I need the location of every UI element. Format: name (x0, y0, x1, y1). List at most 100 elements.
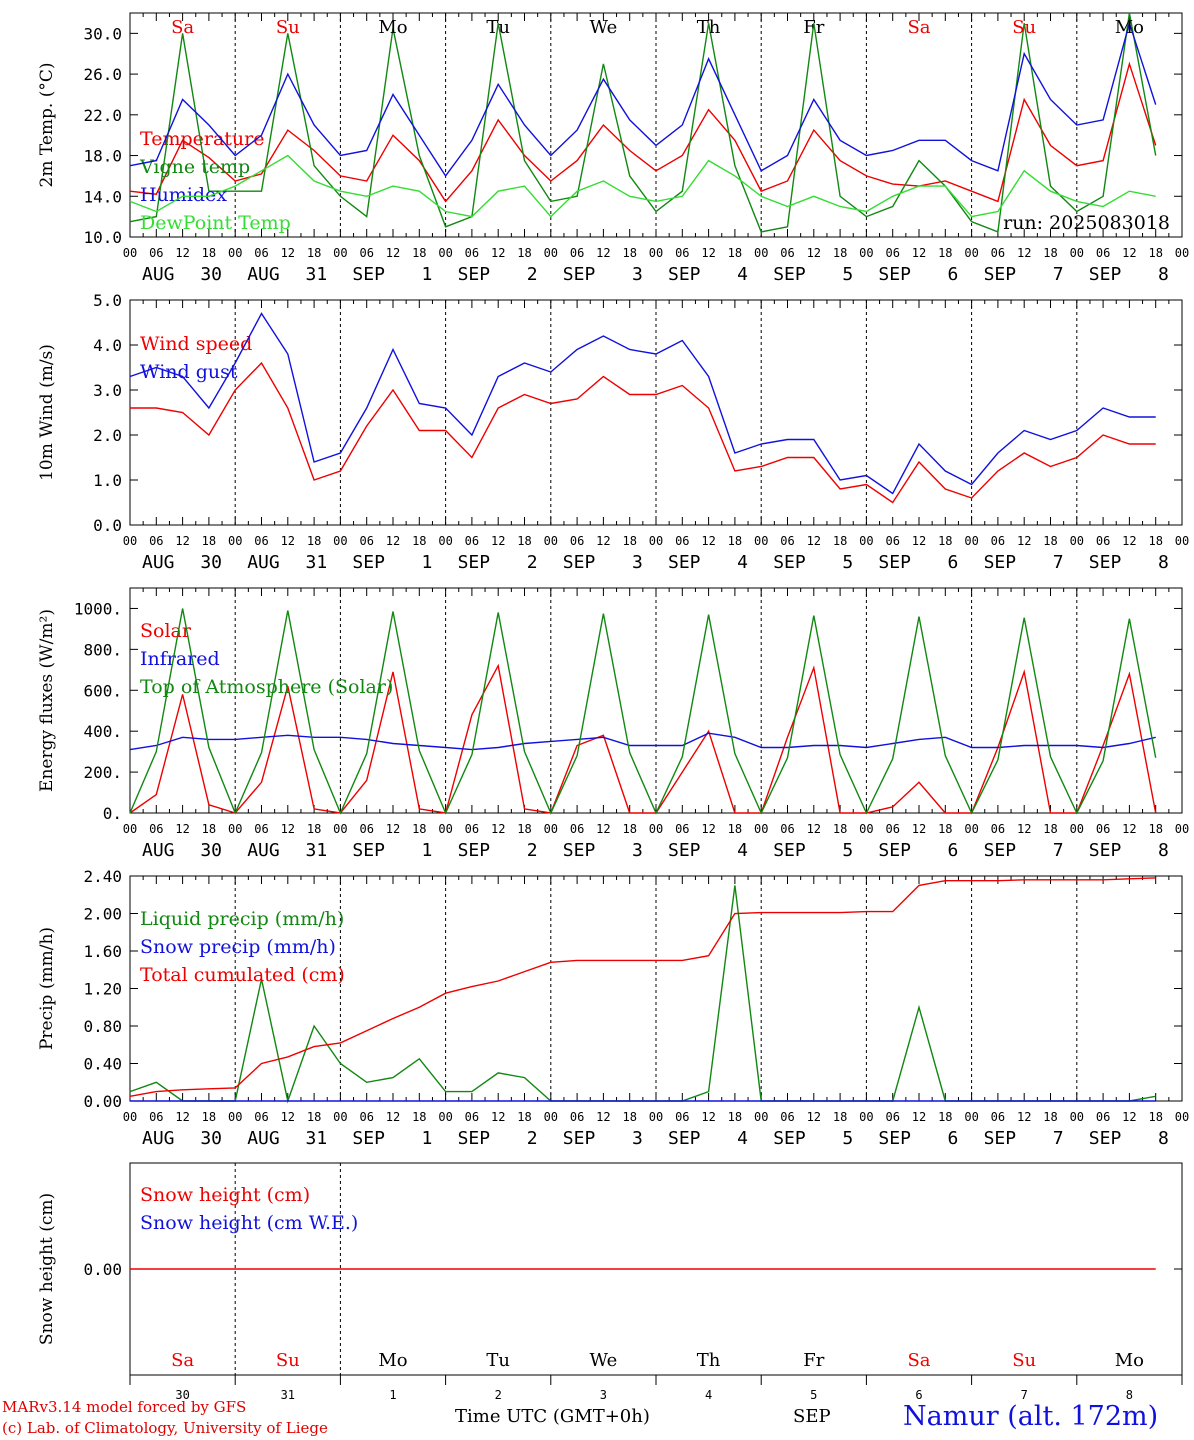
date-month-label: SEP (1089, 1128, 1122, 1149)
x-tick-label: 12 (491, 1110, 505, 1124)
x-tick-label: 00 (754, 534, 768, 548)
x-tick-label: 00 (1175, 246, 1189, 260)
x-tick-label: 18 (307, 1110, 321, 1124)
x-tick-label: 06 (149, 822, 163, 836)
y-tick-label: 22.0 (83, 106, 122, 125)
x-tick-label: 00 (964, 822, 978, 836)
date-month-label: SEP (668, 552, 701, 573)
x-tick-label: 18 (517, 534, 531, 548)
x-tick-label: 12 (491, 822, 505, 836)
x-tick-label: 12 (912, 1110, 926, 1124)
date-month-label: AUG (142, 264, 175, 285)
y-axis-title: 10m Wind (m/s) (37, 344, 57, 481)
x-tick-label: 00 (123, 246, 137, 260)
date-month-label: AUG (142, 1128, 175, 1149)
weekday-label: Su (1012, 1350, 1036, 1371)
date-month-label: SEP (668, 840, 701, 861)
date-month-label: SEP (668, 264, 701, 285)
y-tick-label: 2.40 (83, 867, 122, 886)
date-day-label: 7 (1053, 1128, 1064, 1149)
series-line (129, 732, 1156, 751)
series-line (129, 312, 1156, 495)
x-tick-label: 00 (438, 1110, 452, 1124)
x-tick-label: 00 (1070, 246, 1084, 260)
x-tick-label: 18 (412, 822, 426, 836)
x-tick-label: 06 (149, 1110, 163, 1124)
legend-entry: Total cumulated (cm) (140, 964, 345, 986)
x-tick-label: 06 (991, 1110, 1005, 1124)
x-tick-label: 06 (780, 246, 794, 260)
x-tick-label: 00 (438, 246, 452, 260)
x-tick-label: 18 (412, 534, 426, 548)
x-tick-label: 18 (728, 822, 742, 836)
x-tick-label: 18 (728, 1110, 742, 1124)
date-day-label: 3 (632, 840, 643, 861)
x-tick-label: 06 (991, 534, 1005, 548)
x-tick-label: 12 (281, 1110, 295, 1124)
date-day-label: 6 (948, 1128, 959, 1149)
x-tick-label: 00 (228, 822, 242, 836)
date-day-label: 7 (1053, 552, 1064, 573)
x-tick-label: 18 (307, 822, 321, 836)
series-line (129, 154, 1156, 218)
date-month-label: SEP (1089, 264, 1122, 285)
x-tick-label: 18 (412, 246, 426, 260)
x-tick-label: 12 (386, 246, 400, 260)
x-tick-label: 12 (386, 534, 400, 548)
x-tick-label: 12 (912, 534, 926, 548)
x-tick-label: 06 (465, 1110, 479, 1124)
date-month-label: SEP (352, 1128, 385, 1149)
x-tick-label: 00 (964, 534, 978, 548)
day-number-label: 4 (705, 1388, 712, 1402)
x-tick-label: 00 (438, 534, 452, 548)
x-tick-label: 00 (438, 822, 452, 836)
x-tick-label: 12 (281, 534, 295, 548)
date-day-label: 2 (527, 264, 538, 285)
date-month-label: SEP (984, 552, 1017, 573)
x-tick-label: 18 (517, 1110, 531, 1124)
x-tick-label: 00 (123, 822, 137, 836)
date-month-label: AUG (142, 840, 175, 861)
x-tick-label: 00 (754, 1110, 768, 1124)
date-day-label: 4 (737, 1128, 748, 1149)
date-day-label: 1 (422, 840, 433, 861)
weekday-label: Mo (378, 1350, 407, 1371)
x-tick-label: 18 (517, 822, 531, 836)
x-tick-label: 12 (912, 246, 926, 260)
x-tick-label: 00 (1070, 822, 1084, 836)
series-line (129, 663, 1157, 814)
day-number-label: 8 (1126, 1388, 1133, 1402)
y-tick-label: 1000. (74, 599, 122, 618)
x-tick-label: 06 (359, 246, 373, 260)
x-tick-label: 00 (649, 246, 663, 260)
x-tick-label: 06 (675, 534, 689, 548)
x-tick-label: 06 (885, 822, 899, 836)
x-tick-label: 18 (728, 246, 742, 260)
legend-entry: Snow height (cm W.E.) (140, 1212, 358, 1234)
series-line (129, 20, 1157, 178)
x-tick-label: 18 (938, 246, 952, 260)
x-tick-label: 18 (833, 534, 847, 548)
date-month-label: AUG (247, 264, 280, 285)
date-month-label: SEP (668, 1128, 701, 1149)
x-tick-label: 12 (175, 822, 189, 836)
y-tick-label: 30.0 (83, 24, 122, 43)
x-tick-label: 18 (938, 534, 952, 548)
x-tick-label: 06 (570, 1110, 584, 1124)
x-tick-label: 00 (649, 534, 663, 548)
x-tick-label: 06 (885, 1110, 899, 1124)
y-tick-label: 3.0 (93, 381, 122, 400)
date-month-label: SEP (878, 840, 911, 861)
x-tick-label: 18 (307, 534, 321, 548)
date-month-label: SEP (352, 552, 385, 573)
date-month-label: SEP (563, 1128, 596, 1149)
date-day-label: 4 (737, 264, 748, 285)
date-day-label: 31 (306, 264, 328, 285)
x-tick-label: 06 (254, 822, 268, 836)
x-tick-label: 12 (807, 1110, 821, 1124)
date-month-label: SEP (1089, 840, 1122, 861)
weekday-label: Sa (171, 17, 194, 38)
date-month-label: SEP (563, 264, 596, 285)
legend-entry: Top of Atmosphere (Solar) (140, 676, 393, 698)
x-tick-label: 12 (175, 534, 189, 548)
